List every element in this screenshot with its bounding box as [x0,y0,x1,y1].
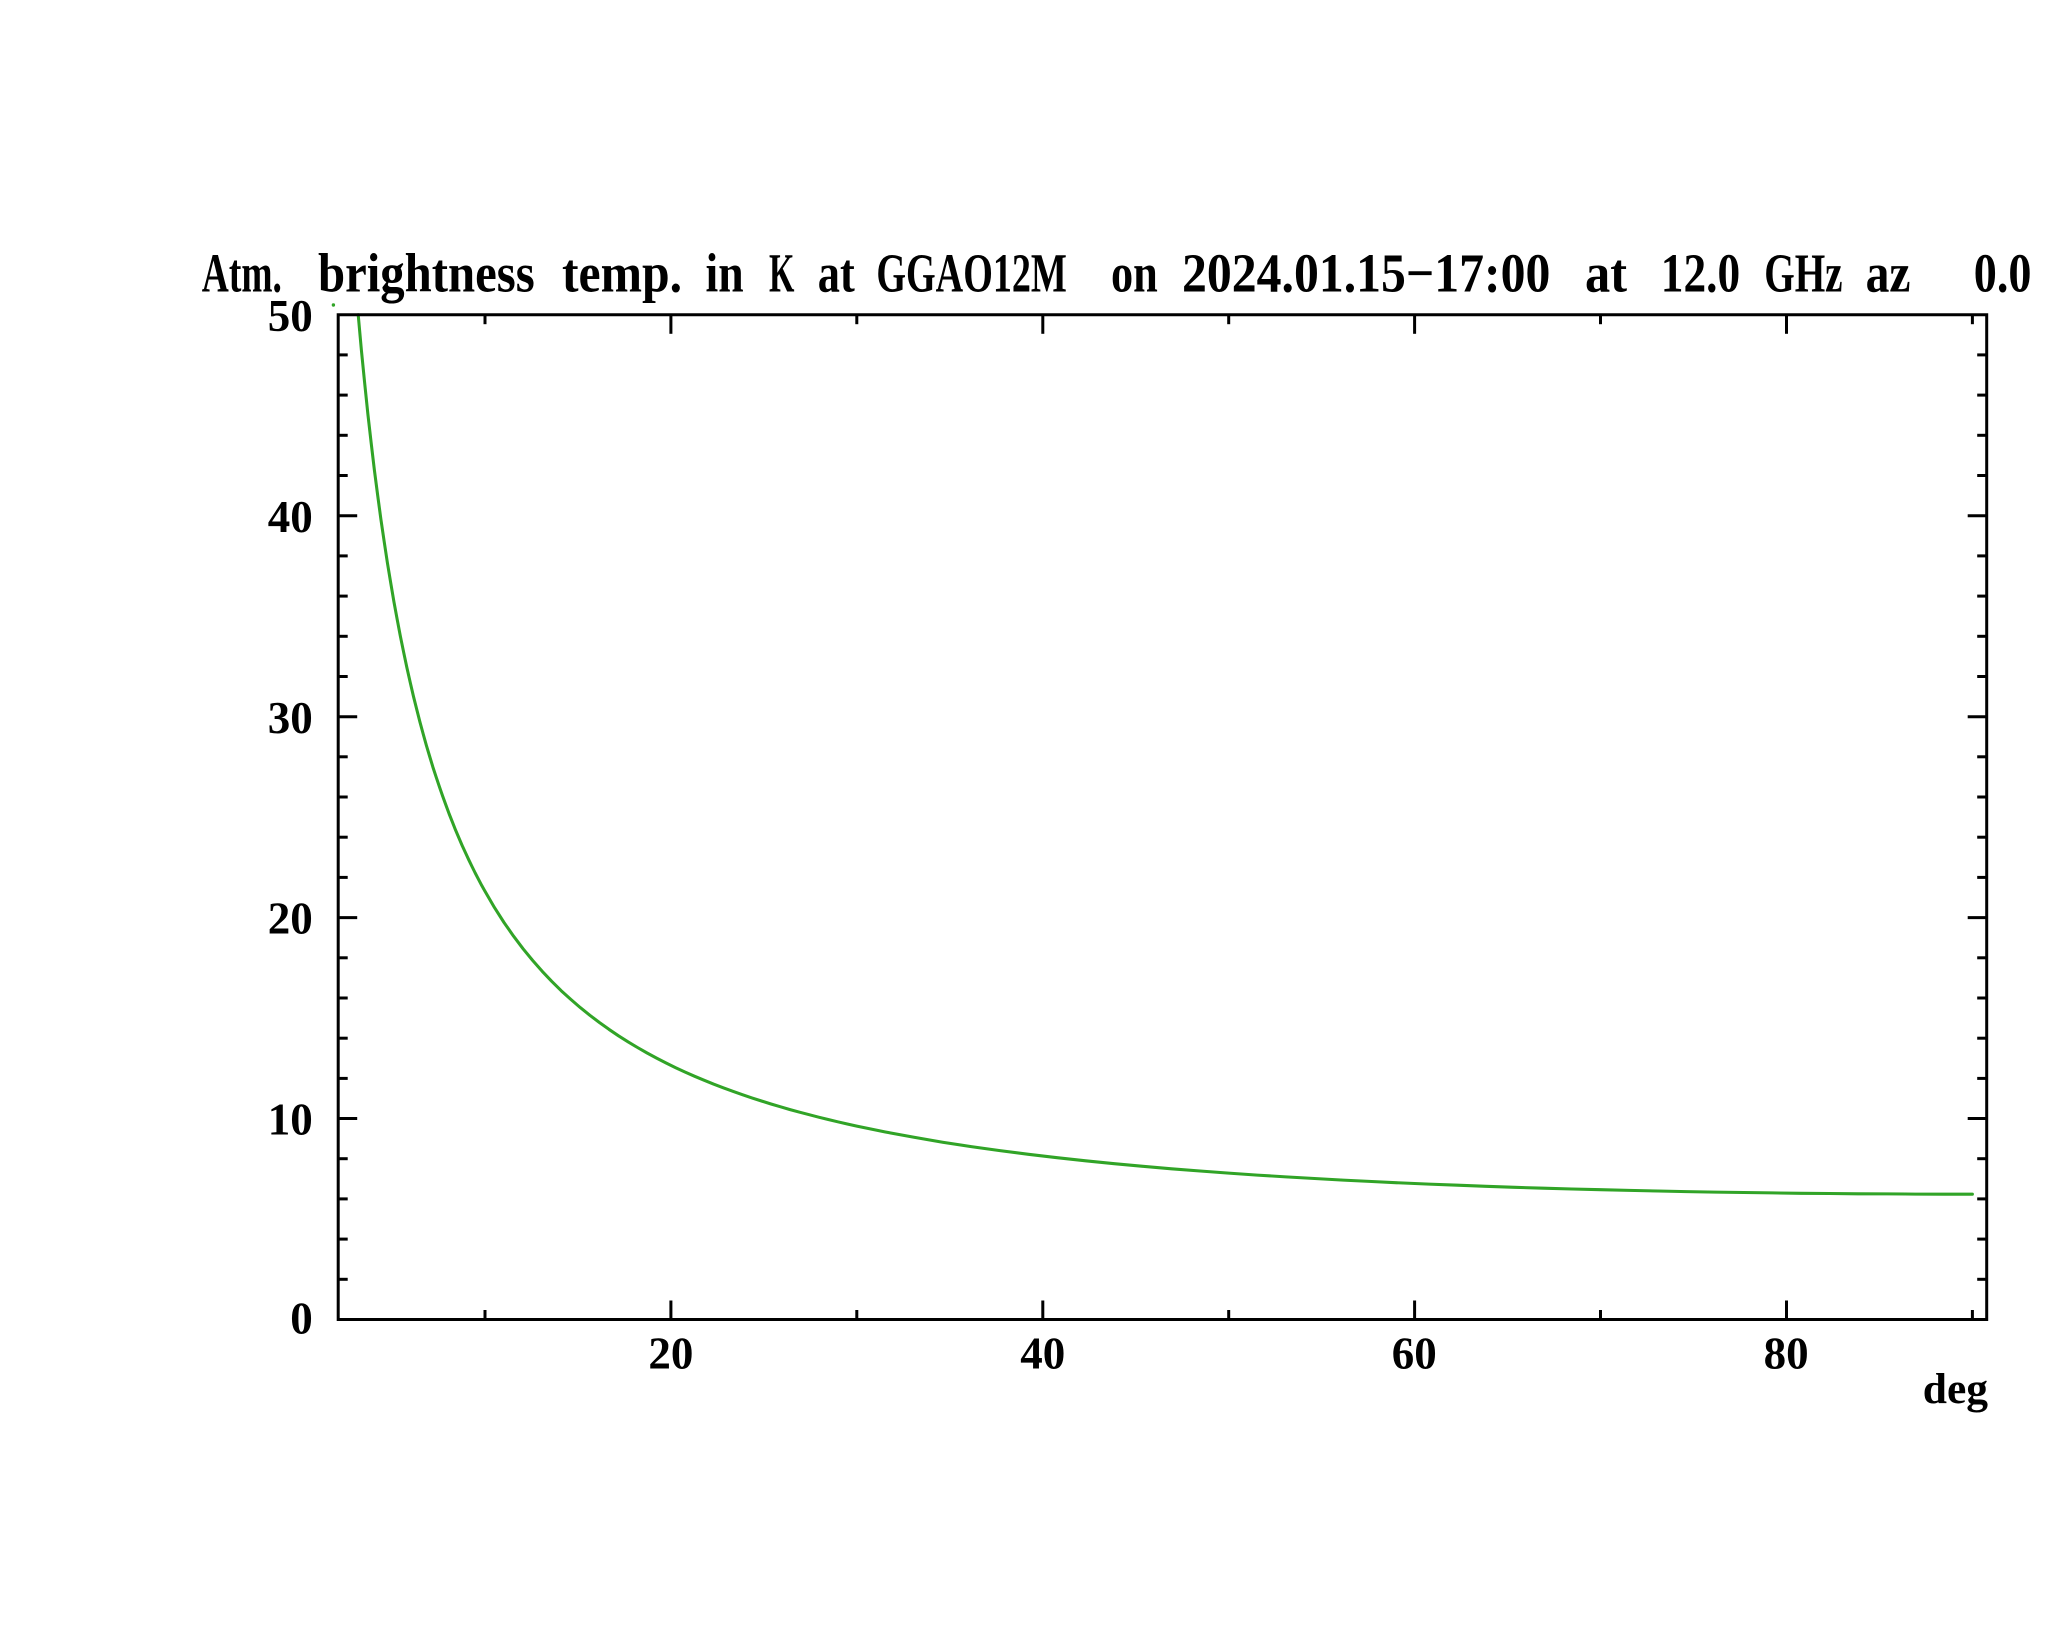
svg-text:az: az [1866,243,1911,304]
svg-text:temp.: temp. [562,243,682,304]
svg-text:20: 20 [268,894,313,944]
svg-text:at: at [818,242,855,304]
svg-text:deg: deg [1923,1365,1989,1413]
svg-text:40: 40 [268,492,313,542]
svg-text:on: on [1111,242,1158,304]
svg-text:brightness: brightness [318,244,535,304]
svg-text:GGAO12M: GGAO12M [876,244,1067,304]
svg-text:at: at [1585,243,1627,303]
svg-text:80: 80 [1764,1329,1809,1379]
svg-text:K: K [769,243,794,304]
svg-text:20: 20 [648,1329,693,1379]
svg-text:40: 40 [1020,1329,1065,1379]
svg-text:12.0: 12.0 [1661,242,1740,303]
svg-text:30: 30 [268,693,313,743]
svg-text:50: 50 [268,291,313,341]
svg-text:10: 10 [268,1095,313,1145]
svg-text:0.0: 0.0 [1974,243,2032,304]
svg-text:in: in [706,242,744,303]
svg-text:0: 0 [290,1294,313,1344]
svg-text:GHz: GHz [1764,243,1842,304]
svg-text:Atm.: Atm. [202,243,282,304]
svg-text:2024.01.15−17:00: 2024.01.15−17:00 [1182,243,1550,304]
svg-text:60: 60 [1392,1329,1437,1379]
